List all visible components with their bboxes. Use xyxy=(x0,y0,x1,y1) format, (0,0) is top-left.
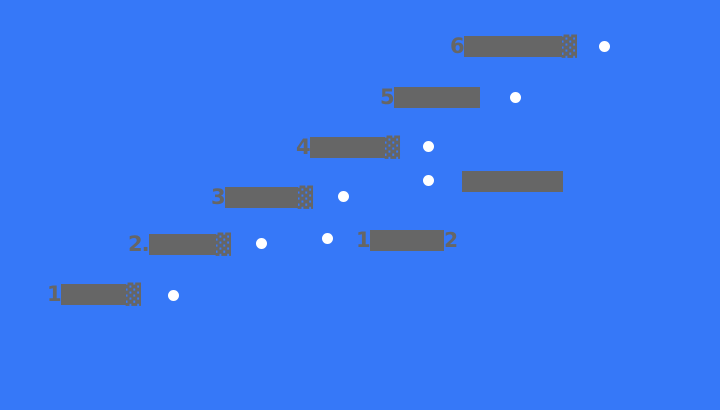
point-label-number: 6 xyxy=(450,34,465,58)
point-label-number: 5 xyxy=(380,85,395,109)
point-label: 2. ▓ xyxy=(128,234,231,255)
point-label-suffix: ▓ xyxy=(561,34,577,58)
data-point-dot[interactable] xyxy=(167,289,179,301)
data-point-dot[interactable] xyxy=(422,174,434,186)
data-point-dot[interactable] xyxy=(422,140,434,152)
point-label-number: 2. xyxy=(128,232,150,256)
point-label-obscured-block xyxy=(462,171,563,192)
point-label-obscured-block xyxy=(463,36,562,57)
point-label: 1 ▓ xyxy=(47,284,141,305)
point-label-suffix: 2 xyxy=(444,228,458,252)
data-point-dot[interactable] xyxy=(337,190,349,202)
data-point-dot[interactable] xyxy=(598,40,610,52)
point-label: 4 ▓ xyxy=(296,137,400,158)
point-label-obscured-block xyxy=(224,187,298,208)
point-label-obscured-block xyxy=(369,230,445,251)
point-label-obscured-block xyxy=(309,137,385,158)
point-label: 6 ▓ xyxy=(450,36,577,57)
point-label-number: 1 xyxy=(356,228,371,252)
point-label-obscured-block xyxy=(148,234,216,255)
point-label-suffix: ▓ xyxy=(384,135,400,159)
point-label-obscured-block xyxy=(60,284,126,305)
point-label: 3 ▓ xyxy=(211,187,313,208)
point-label-number: 4 xyxy=(296,135,311,159)
point-label-number: 1 xyxy=(47,282,62,306)
point-label: 5 xyxy=(380,87,480,108)
point-label xyxy=(462,171,563,192)
point-label-obscured-block xyxy=(393,87,480,108)
point-label-suffix: ▓ xyxy=(297,185,313,209)
data-point-dot[interactable] xyxy=(509,91,521,103)
point-label-suffix: ▓ xyxy=(125,282,141,306)
data-point-dot[interactable] xyxy=(321,232,333,244)
point-label-suffix: ▓ xyxy=(215,232,231,256)
data-point-dot[interactable] xyxy=(255,237,267,249)
point-label-number: 3 xyxy=(211,185,226,209)
